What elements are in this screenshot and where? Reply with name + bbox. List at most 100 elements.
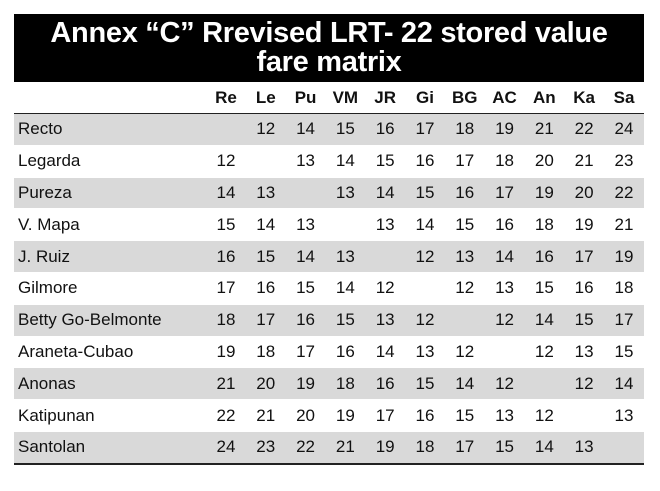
fare-cell: 22 (604, 177, 644, 210)
fare-cell: 18 (405, 431, 445, 465)
fare-cell: 17 (285, 336, 326, 369)
fare-cell: 15 (325, 304, 366, 337)
fare-cell: 14 (325, 272, 366, 305)
station-name: Gilmore (14, 272, 207, 305)
fare-cell: 14 (206, 177, 246, 210)
fare-cell: 12 (405, 240, 445, 273)
fare-cell: 21 (524, 113, 565, 146)
fare-cell: 12 (444, 336, 485, 369)
fare-cell (285, 177, 326, 210)
fare-cell: 16 (206, 240, 246, 273)
fare-cell: 13 (564, 431, 605, 465)
column-header-jr: JR (374, 87, 397, 107)
fare-cell: 12 (405, 304, 445, 337)
fare-cell: 21 (245, 399, 286, 432)
fare-cell: 17 (444, 431, 485, 465)
fare-cell: 15 (245, 240, 286, 273)
fare-cell: 13 (325, 240, 366, 273)
fare-cell: 17 (245, 304, 286, 337)
fare-cell (325, 208, 366, 242)
fare-cell: 17 (564, 240, 605, 273)
column-header-an: An (533, 87, 556, 107)
fare-cell: 18 (604, 272, 644, 305)
fare-cell: 13 (405, 336, 445, 369)
fare-cell: 13 (285, 145, 326, 178)
title-line-2: fare matrix (256, 46, 402, 78)
column-header-re: Re (215, 87, 237, 107)
fare-cell: 12 (524, 336, 565, 369)
fare-cell: 15 (524, 272, 565, 305)
fare-cell: 16 (524, 240, 565, 273)
fare-cell: 14 (604, 367, 644, 401)
fare-cell: 16 (245, 272, 286, 305)
fare-cell: 13 (484, 399, 525, 432)
fare-matrix-table: Re Le Pu VM JR Gi BG AC An Ka Sa Recto 12 14 15 16 17 18… (14, 82, 644, 465)
header-blank-cell (14, 82, 206, 114)
fare-cell: 19 (325, 399, 366, 432)
station-name: Recto (14, 113, 207, 146)
fare-cell: 14 (405, 208, 445, 242)
fare-cell: 17 (444, 145, 485, 178)
table-row: J. Ruiz 16 15 14 13 12 13 14 16 17 19 (14, 240, 644, 273)
fare-cell: 12 (245, 113, 286, 146)
fare-cell: 15 (365, 145, 406, 178)
fare-cell: 21 (206, 367, 246, 401)
column-header-vm: VM (332, 87, 359, 107)
fare-cell (206, 113, 246, 146)
station-name: Pureza (14, 177, 207, 210)
fare-cell: 16 (325, 336, 366, 369)
fare-cell: 16 (405, 145, 445, 178)
fare-cell: 14 (245, 208, 286, 242)
fare-cell: 19 (604, 240, 644, 273)
fare-cell: 14 (524, 431, 565, 465)
fare-cell: 14 (365, 336, 406, 369)
fare-cell: 17 (206, 272, 246, 305)
fare-cell: 17 (484, 177, 525, 210)
fare-cell: 22 (285, 431, 326, 465)
fare-cell: 23 (604, 145, 644, 178)
fare-cell: 12 (484, 304, 525, 337)
column-header-pu: Pu (294, 87, 317, 107)
fare-cell: 22 (564, 113, 605, 146)
fare-cell: 14 (444, 367, 485, 401)
fare-cell: 16 (484, 208, 525, 242)
column-header-bg: BG (451, 87, 478, 107)
fare-cell: 19 (206, 336, 246, 369)
table-row: Gilmore 17 16 15 14 12 12 13 15 16 18 (14, 272, 644, 305)
fare-cell: 15 (444, 208, 485, 242)
fare-cell: 18 (484, 145, 525, 178)
header-row: Re Le Pu VM JR Gi BG AC An Ka Sa (14, 82, 644, 114)
fare-matrix-document: Annex “C” Rrevised LRT- 22 stored value … (14, 14, 644, 465)
fare-cell: 14 (285, 113, 326, 146)
fare-cell: 12 (524, 399, 565, 432)
fare-cell (604, 431, 644, 465)
fare-cell: 13 (365, 304, 406, 337)
fare-cell: 20 (285, 399, 326, 432)
fare-cell: 13 (604, 399, 644, 432)
document-title: Annex “C” Rrevised LRT- 22 stored value … (14, 14, 644, 82)
fare-cell (564, 399, 605, 432)
fare-cell: 16 (405, 399, 445, 432)
fare-cell: 24 (604, 113, 644, 146)
fare-cell: 19 (484, 113, 525, 146)
fare-cell: 21 (325, 431, 366, 465)
fare-cell: 22 (206, 399, 246, 432)
fare-cell: 13 (325, 177, 366, 210)
fare-cell: 13 (245, 177, 286, 210)
fare-cell: 14 (365, 177, 406, 210)
table-row: Betty Go-Belmonte 18 17 16 15 13 12 12 14 15 17 (14, 304, 644, 337)
station-name: Araneta-Cubao (14, 336, 207, 369)
fare-cell: 19 (524, 177, 565, 210)
fare-cell: 15 (484, 431, 525, 465)
fare-cell (484, 336, 525, 369)
column-header-ka: Ka (573, 87, 595, 107)
table-row: Recto 12 14 15 16 17 18 19 21 22 24 (14, 113, 644, 146)
station-name: Legarda (14, 145, 207, 178)
fare-cell: 18 (444, 113, 485, 146)
fare-cell: 15 (564, 304, 605, 337)
fare-cell: 18 (206, 304, 246, 337)
fare-cell (444, 304, 485, 337)
fare-cell: 24 (206, 431, 246, 465)
fare-cell: 15 (206, 208, 246, 242)
fare-cell: 12 (484, 367, 525, 401)
